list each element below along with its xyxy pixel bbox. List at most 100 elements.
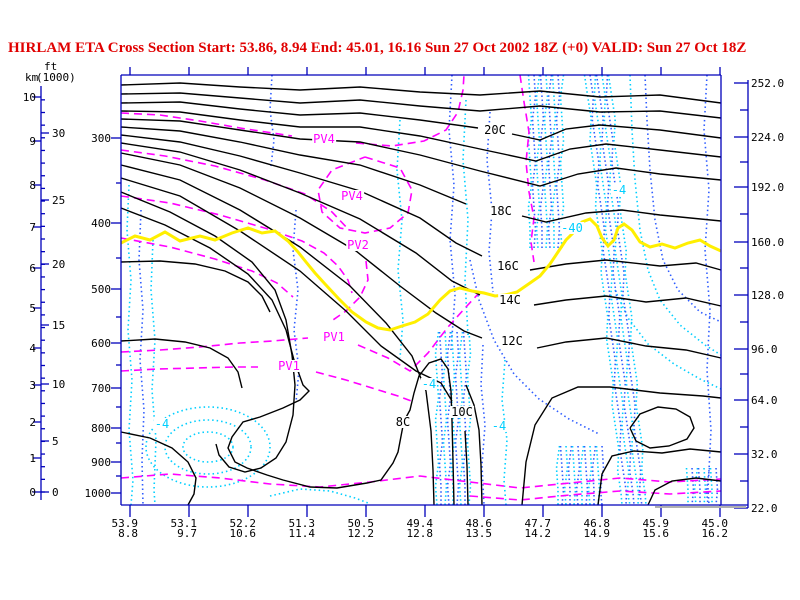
pv-contour: [317, 156, 413, 234]
tropopause-line: [120, 217, 722, 332]
stipple-line: [547, 74, 553, 249]
y-axis-ft-label: 0: [52, 486, 59, 499]
stipple-line: [567, 445, 573, 505]
stipple-line: [703, 467, 707, 506]
contour-value-label: -4: [610, 183, 628, 197]
x-axis-station-label: 47.7 14.2: [524, 517, 552, 540]
cyan-contour: [138, 209, 145, 506]
ft-thousand-label: (1000): [36, 71, 76, 84]
pv-contour: [519, 74, 535, 263]
pv-contour: [120, 112, 293, 137]
y-axis-km-label: 2: [29, 416, 36, 429]
stipple-line: [607, 74, 647, 506]
temperature-contour: [120, 101, 479, 129]
temperature-contour: [647, 477, 722, 506]
stipple-line: [438, 331, 444, 505]
x-axis-station-label: 50.5 12.2: [347, 517, 375, 540]
stipple-line: [705, 467, 711, 506]
stipple-bands: [434, 74, 719, 506]
y-axis-pressure-label: 900: [91, 456, 111, 469]
y-axis-right-label: 64.0: [751, 394, 778, 407]
temperature-contour: [597, 448, 722, 506]
stipple-line: [693, 467, 699, 506]
y-axis-pressure-label: 300: [91, 132, 111, 145]
stipple-line: [601, 74, 640, 506]
temperature-contour: [521, 386, 722, 506]
stipple-line: [709, 467, 713, 505]
temperature-contour: [120, 191, 296, 473]
axes-frame: [33, 67, 749, 517]
y-axis-pressure-label: 800: [91, 422, 111, 435]
cyan-contour: [462, 99, 469, 336]
contour-value-label: PV4: [340, 189, 364, 203]
temperature-contour: [511, 124, 722, 141]
pv-contour: [120, 473, 722, 489]
temperature-contour: [120, 82, 722, 104]
stipple-line: [450, 331, 456, 505]
temperature-contour: [120, 110, 722, 162]
cyan-contour: [469, 259, 600, 435]
pv-contour: [355, 74, 465, 147]
stipple-line: [458, 331, 464, 506]
y-axis-pressure-label: 500: [91, 283, 111, 296]
temperature-contour: [120, 134, 483, 257]
contour-value-label: 14C: [498, 293, 522, 307]
y-axis-km-label: 7: [29, 221, 36, 234]
y-axis-right-label: 252.0: [751, 77, 785, 90]
stipple-line: [454, 331, 460, 506]
stipple-line: [543, 74, 549, 249]
pv-contour: [329, 260, 369, 323]
stipple-line: [466, 331, 472, 506]
x-axis-station-label: 48.6 13.5: [465, 517, 493, 540]
stipple-line: [591, 445, 597, 505]
x-axis-station-label: 45.0 16.2: [701, 517, 729, 540]
temperature-contour: [120, 126, 467, 205]
stipple-line: [595, 74, 635, 506]
tropopause-line: [120, 217, 722, 332]
stipple-line: [579, 445, 585, 505]
temperature-contour: [120, 92, 722, 119]
temperature-contour: [533, 295, 722, 307]
y-axis-pressure-label: 700: [91, 382, 111, 395]
chart-title: HIRLAM ETA Cross Section Start: 53.86, 8…: [8, 40, 747, 56]
stipple-line: [589, 74, 628, 506]
y-axis-km-label: 5: [29, 302, 36, 315]
pv-contours: [120, 74, 722, 501]
cyan-contour: [126, 184, 134, 506]
y-axis-ft-label: 5: [52, 435, 59, 448]
x-axis-station-label: 46.8 14.9: [583, 517, 611, 540]
stipple-line: [575, 445, 581, 506]
stipple-line: [446, 331, 452, 506]
y-axis-km-label: 9: [29, 135, 36, 148]
km-unit-label: km: [25, 71, 39, 84]
stipple-line: [587, 445, 593, 506]
y-axis-km-label: 0: [29, 486, 36, 499]
temperature-contour: [120, 118, 722, 187]
cyan-contour: [644, 74, 722, 323]
stipple-line: [595, 445, 601, 506]
pv-contour: [120, 366, 258, 372]
stipple-line: [535, 74, 541, 249]
contour-value-label: 12C: [500, 334, 524, 348]
cyan-contour: [703, 74, 712, 506]
y-axis-right-label: 224.0: [751, 131, 785, 144]
stipple-line: [583, 74, 623, 506]
contour-value-label: -4: [153, 417, 171, 431]
contour-value-label: 10C: [450, 405, 474, 419]
y-axis-right-label: 128.0: [751, 289, 785, 302]
stipple-line: [593, 74, 631, 506]
contour-value-label: PV1: [322, 330, 346, 344]
stipple-line: [527, 74, 533, 248]
cyan-closed-contour: [164, 419, 252, 475]
y-axis-pressure-label: 600: [91, 337, 111, 350]
stipple-line: [559, 445, 565, 506]
y-axis-km-label: 1: [29, 452, 36, 465]
x-axis-station-label: 45.9 15.6: [642, 517, 670, 540]
pv-contour: [469, 490, 722, 501]
contour-value-label: 8C: [394, 415, 412, 429]
cyan-contour: [269, 488, 369, 504]
stipple-line: [462, 331, 468, 505]
pv-contour: [120, 149, 350, 231]
stipple-line: [555, 445, 561, 505]
stipple-line: [697, 467, 701, 505]
